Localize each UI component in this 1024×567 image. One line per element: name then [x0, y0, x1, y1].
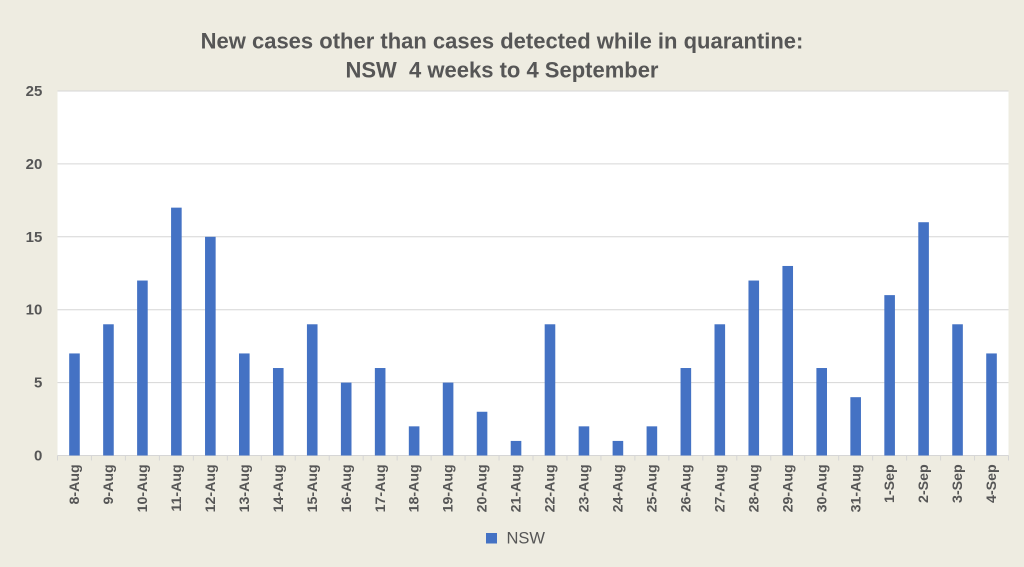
svg-text:20-Aug: 20-Aug: [475, 464, 491, 512]
svg-text:27-Aug: 27-Aug: [712, 464, 728, 512]
svg-text:5: 5: [34, 375, 42, 392]
svg-text:24-Aug: 24-Aug: [611, 464, 627, 512]
svg-text:13-Aug: 13-Aug: [237, 464, 253, 512]
svg-text:29-Aug: 29-Aug: [780, 464, 796, 512]
svg-text:19-Aug: 19-Aug: [441, 464, 457, 512]
svg-text:10-Aug: 10-Aug: [135, 464, 151, 512]
svg-text:New cases other than cases det: New cases other than cases detected whil…: [201, 29, 804, 54]
svg-text:20: 20: [26, 156, 43, 173]
svg-text:15-Aug: 15-Aug: [305, 464, 321, 512]
svg-text:9-Aug: 9-Aug: [101, 464, 117, 504]
svg-text:NSW 4 weeks to 4 September: NSW 4 weeks to 4 September: [346, 58, 659, 83]
svg-text:10: 10: [26, 302, 43, 319]
svg-text:2-Sep: 2-Sep: [916, 464, 932, 503]
svg-text:15: 15: [26, 229, 43, 246]
svg-text:18-Aug: 18-Aug: [407, 464, 423, 512]
svg-text:31-Aug: 31-Aug: [848, 464, 864, 512]
svg-text:28-Aug: 28-Aug: [746, 464, 762, 512]
svg-text:16-Aug: 16-Aug: [339, 464, 355, 512]
svg-text:26-Aug: 26-Aug: [678, 464, 694, 512]
svg-text:25-Aug: 25-Aug: [644, 464, 660, 512]
svg-text:22-Aug: 22-Aug: [543, 464, 559, 512]
svg-text:11-Aug: 11-Aug: [169, 464, 185, 511]
svg-text:1-Sep: 1-Sep: [882, 464, 898, 503]
svg-text:17-Aug: 17-Aug: [373, 464, 389, 512]
svg-text:NSW: NSW: [507, 530, 546, 548]
svg-text:21-Aug: 21-Aug: [509, 464, 525, 512]
svg-text:25: 25: [26, 83, 43, 100]
svg-text:3-Sep: 3-Sep: [950, 464, 966, 503]
svg-text:0: 0: [34, 448, 42, 465]
svg-text:23-Aug: 23-Aug: [577, 464, 593, 512]
svg-text:12-Aug: 12-Aug: [203, 464, 219, 512]
svg-text:14-Aug: 14-Aug: [271, 464, 287, 512]
svg-text:4-Sep: 4-Sep: [984, 464, 1000, 503]
svg-text:30-Aug: 30-Aug: [814, 464, 830, 512]
svg-text:8-Aug: 8-Aug: [67, 464, 83, 504]
